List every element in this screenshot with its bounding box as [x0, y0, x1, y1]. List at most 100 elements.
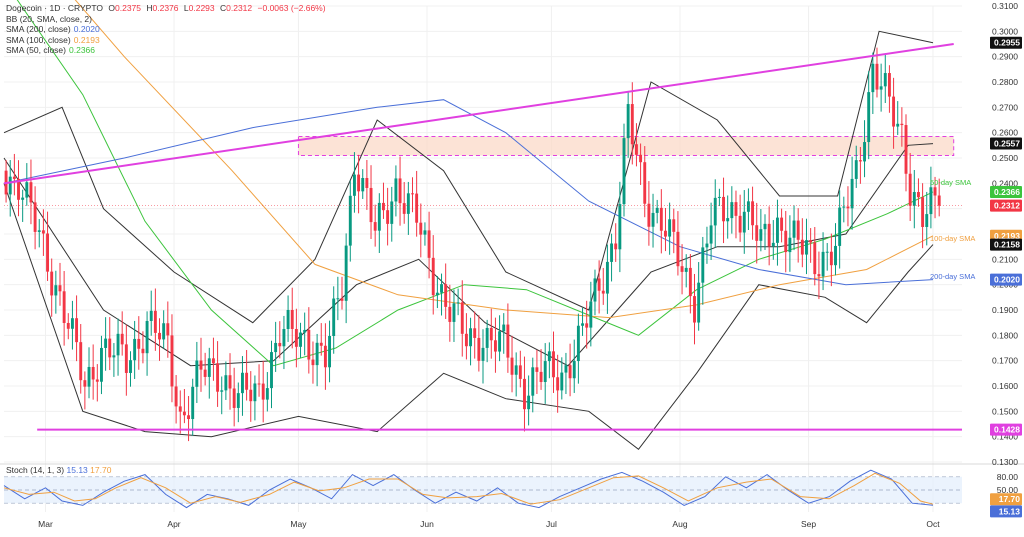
price-badge	[990, 137, 1022, 150]
candle-body	[187, 415, 191, 420]
candle-body	[369, 187, 373, 223]
candle-body	[265, 388, 269, 400]
candle-body	[70, 318, 74, 329]
candle-body	[141, 348, 145, 354]
price-badge-text: 0.1428	[994, 425, 1020, 435]
candle-body	[705, 243, 709, 248]
candle-body	[228, 375, 232, 389]
candle-body	[842, 206, 846, 208]
candle-body	[274, 342, 278, 353]
price-tick: 0.3000	[992, 26, 1018, 36]
candle-body	[821, 251, 825, 277]
stoch-k-value: 15.13	[66, 465, 88, 475]
time-tick: Aug	[672, 519, 687, 529]
candle-body	[622, 138, 626, 205]
price-tick: 0.2700	[992, 102, 1018, 112]
candle-body	[829, 251, 833, 266]
candle-body	[887, 73, 891, 97]
candle-body	[12, 176, 16, 179]
candle-body	[440, 284, 443, 293]
price-axis[interactable]: 0.31000.30000.29000.28000.27000.26000.25…	[990, 1, 1022, 518]
candle-body	[614, 243, 618, 250]
candle-body	[261, 383, 265, 400]
candle-body	[203, 369, 207, 377]
candle-body	[402, 203, 406, 214]
candle-body	[867, 92, 871, 143]
candle-body	[738, 215, 742, 233]
close-label: C	[220, 3, 227, 13]
candle-body	[576, 325, 580, 362]
candle-body	[813, 242, 817, 275]
grid-lines	[0, 5, 1024, 512]
candle-body	[730, 202, 734, 219]
candle-body	[54, 285, 58, 296]
candle-body	[286, 310, 290, 329]
open-label: O	[108, 3, 115, 13]
candle-body	[668, 219, 672, 237]
candle-body	[464, 333, 468, 347]
candle-body	[933, 187, 937, 196]
sma200-value: 0.2020	[73, 24, 100, 34]
candle-body	[236, 393, 240, 408]
price-tick: 0.3100	[992, 1, 1018, 11]
price-tick: 0.1400	[992, 432, 1018, 442]
candle-body	[825, 251, 829, 253]
candle-body	[523, 378, 526, 410]
candle-body	[357, 174, 361, 192]
candle-body	[145, 320, 149, 354]
candle-body	[29, 182, 33, 203]
candle-body	[713, 197, 717, 226]
candle-body	[348, 195, 352, 246]
bb-basis-line	[3, 143, 934, 367]
stochastic-pane	[3, 469, 962, 509]
line-label: 50-day SMA	[930, 178, 971, 187]
price-tick: 0.1500	[992, 406, 1018, 416]
candle-body	[477, 337, 481, 361]
candle-body	[900, 123, 904, 126]
price-badge-text: 0.2366	[994, 187, 1020, 197]
candle-body	[506, 324, 510, 358]
candle-body	[373, 222, 377, 231]
candle-body	[282, 328, 286, 347]
candle-body	[767, 223, 771, 247]
candle-body	[921, 197, 925, 227]
candle-body	[303, 329, 307, 333]
price-badge-text: 0.2557	[994, 139, 1020, 149]
candle-body	[676, 231, 680, 267]
candle-body	[452, 303, 456, 322]
time-tick: Mar	[38, 519, 53, 529]
candle-body	[655, 207, 659, 213]
candle-body	[780, 217, 784, 231]
candle-body	[411, 193, 414, 195]
time-tick: Apr	[167, 519, 180, 529]
sma100-label: SMA (100, close)	[6, 34, 71, 45]
candle-body	[448, 306, 452, 322]
time-axis[interactable]: Mar Apr May Jun Jul Aug Sep Oct	[38, 519, 940, 529]
candle-body	[133, 338, 137, 361]
candle-body	[120, 333, 124, 345]
candle-body	[290, 310, 294, 329]
candle-body	[270, 352, 273, 389]
low-label: L	[183, 3, 189, 13]
candle-body	[925, 214, 929, 227]
candle-body	[216, 363, 220, 392]
bb-lower-line	[3, 183, 934, 451]
candle-body	[220, 390, 224, 392]
trend-lines	[3, 43, 962, 431]
candle-body	[763, 223, 767, 230]
candle-body	[224, 375, 228, 391]
candle-body	[435, 292, 439, 296]
candle-body	[552, 351, 555, 378]
candle-body	[323, 345, 327, 368]
candle-body	[788, 237, 792, 253]
candle-body	[929, 187, 933, 215]
candle-body	[153, 310, 157, 333]
rising-trend-line	[3, 43, 954, 185]
candle-body	[850, 178, 854, 209]
candle-body	[585, 323, 589, 328]
candle-body	[95, 379, 99, 382]
candle-body	[100, 347, 103, 382]
price-tick: 0.1300	[992, 457, 1018, 467]
candle-body	[912, 192, 916, 206]
